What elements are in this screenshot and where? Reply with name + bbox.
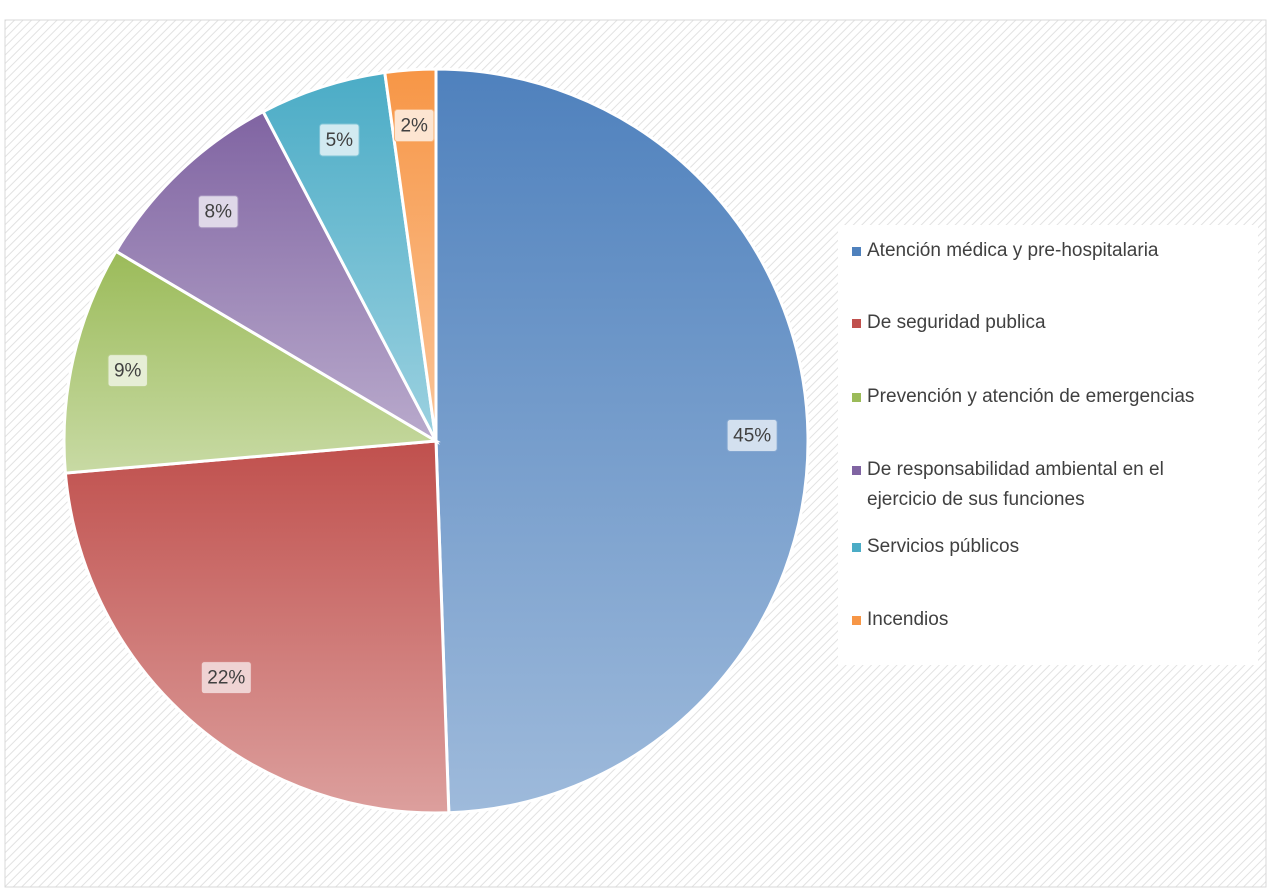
- data-label: 45%: [733, 426, 771, 447]
- legend-item: De seguridad publica: [852, 308, 1232, 338]
- data-label-box: [200, 661, 252, 695]
- pie-slice: [113, 109, 440, 445]
- pie-slice: [383, 67, 438, 442]
- data-label: 2%: [400, 116, 428, 137]
- legend-label: Servicios públicos: [867, 536, 1020, 557]
- data-label: 8%: [205, 202, 233, 223]
- data-label-box: [726, 419, 778, 453]
- legend-item: Prevención y atención de emergencias: [852, 382, 1232, 412]
- legend: Atención médica y pre-hospitalaria De seg…: [838, 225, 1258, 665]
- legend-label: De responsabilidad ambiental en el ejerc…: [867, 459, 1164, 510]
- legend-item: Servicios públicos: [852, 532, 1232, 562]
- pie-slice: [62, 249, 441, 475]
- data-label-box: [319, 123, 360, 157]
- data-label-box: [198, 195, 239, 229]
- legend-label: Incendios: [867, 609, 949, 630]
- legend-swatch: [852, 319, 861, 328]
- data-label-box: [393, 109, 435, 143]
- data-label: 5%: [326, 130, 354, 151]
- legend-swatch: [852, 616, 861, 625]
- legend-swatch: [852, 393, 861, 402]
- data-label: 9%: [114, 361, 142, 382]
- legend-swatch: [852, 543, 861, 552]
- legend-item: Atención médica y pre-hospitalaria: [852, 236, 1232, 266]
- legend-label: De seguridad publica: [867, 312, 1046, 333]
- data-label-box: [107, 354, 148, 388]
- legend-swatch: [852, 247, 861, 256]
- legend-item: De responsabilidad ambiental en el ejerc…: [852, 455, 1232, 515]
- legend-item: Incendios: [852, 605, 1232, 635]
- pie-slice: [434, 67, 810, 815]
- legend-swatch: [852, 466, 861, 475]
- pie-slice: [63, 439, 451, 815]
- legend-label: Prevención y atención de emergencias: [867, 386, 1195, 407]
- legend-label: Atención médica y pre-hospitalaria: [867, 240, 1159, 261]
- data-label: 22%: [207, 668, 245, 689]
